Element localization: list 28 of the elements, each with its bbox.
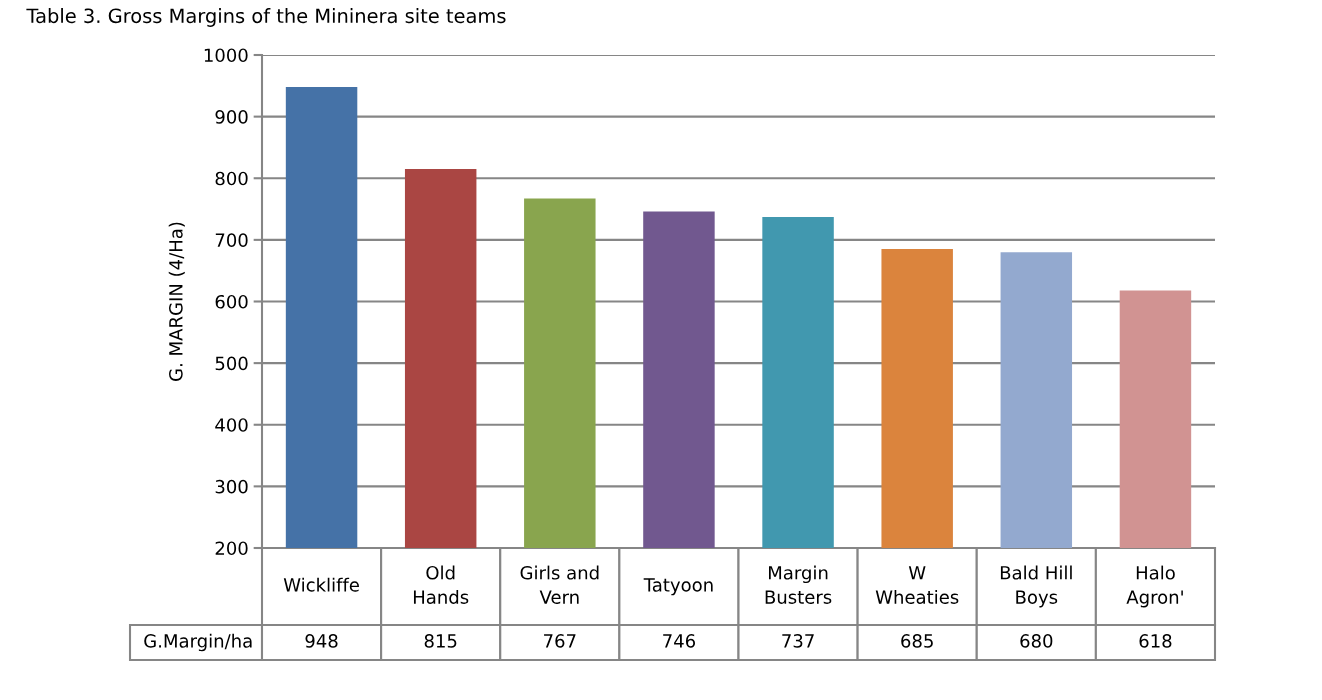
x-tick-label: W Wheaties [875,566,959,604]
x-tick-label: Wickliffe [283,577,359,592]
x-tick-label: Margin Busters [765,565,832,604]
series-label: G.Margin/ha [144,633,252,652]
data-label: 948 [305,634,338,648]
y-tick-label: 1000 [204,48,248,63]
data-label: 767 [544,634,576,648]
y-tick-label: 600 [215,294,248,309]
y-tick-label: 700 [215,233,248,247]
data-label: 685 [901,634,933,648]
x-tick-label: Girls and Vern [520,565,599,604]
chart-title: Table 3. Gross Margins of the Mininera site teams [26,8,506,27]
data-label: 737 [782,634,814,648]
data-label: 746 [663,634,696,648]
y-axis-title: G. MARGIN (4/Ha) [168,222,185,381]
y-tick-label: 900 [215,110,248,124]
x-tick-label: Tatyoon [643,578,713,596]
y-tick-label: 400 [215,418,248,432]
data-label: 815 [424,634,457,648]
y-tick-label: 800 [215,171,248,186]
y-tick-label: 300 [215,479,248,494]
data-label: 680 [1020,634,1053,648]
x-tick-label: Bald Hill Boys [1000,565,1072,608]
x-tick-label: Old Hands [413,565,469,604]
y-tick-label: 500 [215,356,248,371]
x-tick-label: Halo Agron' [1126,565,1183,608]
y-tick-label: 200 [215,541,248,556]
data-label: 618 [1139,634,1172,648]
